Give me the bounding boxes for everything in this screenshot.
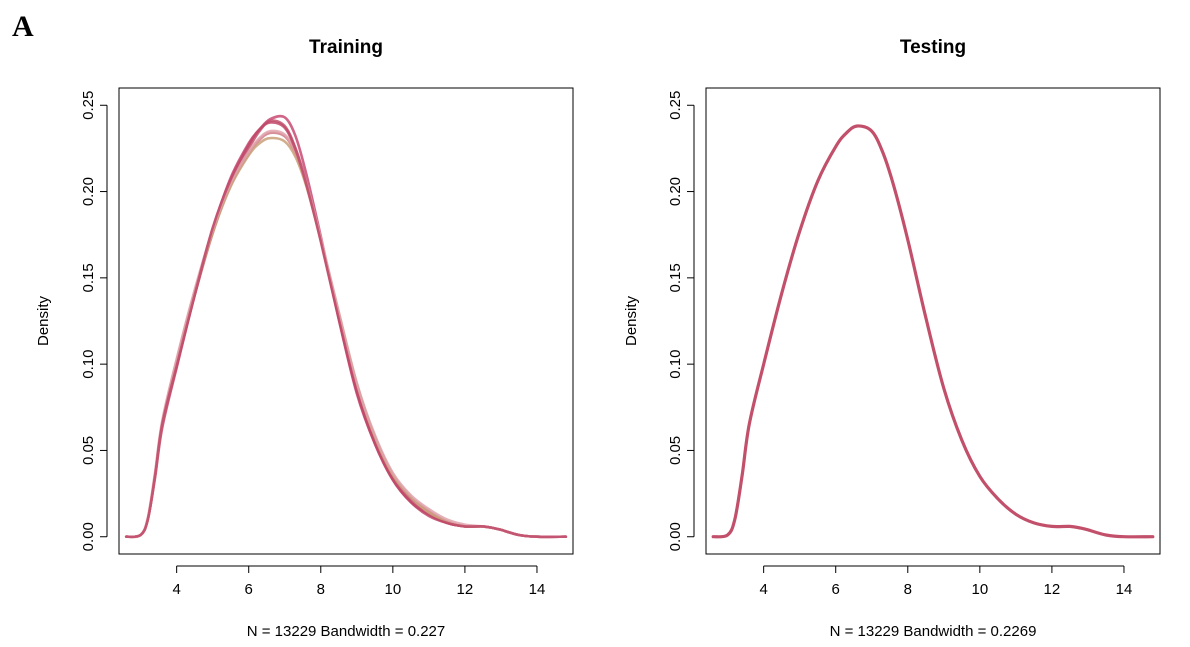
chart-2-x-tick-label: 10 bbox=[971, 581, 988, 598]
chart-2-y-tick-label: 0.15 bbox=[667, 263, 684, 292]
chart-1-plot-frame bbox=[118, 87, 574, 555]
chart-1-density-curve-5 bbox=[124, 129, 568, 539]
chart-1-x-tick-label: 4 bbox=[172, 581, 180, 598]
chart-2-y-tick-label: 0.00 bbox=[667, 522, 684, 551]
chart-2-density-curve-1 bbox=[711, 124, 1155, 539]
chart-1-x-tick-label: 10 bbox=[384, 581, 401, 598]
panel-label: A bbox=[12, 10, 34, 43]
chart-1-density-curve-2 bbox=[124, 114, 568, 539]
chart-1-y-label: Density bbox=[35, 295, 52, 346]
chart-2-x-tick-label: 14 bbox=[1116, 581, 1133, 598]
chart-1-x-tick-label: 6 bbox=[245, 581, 253, 598]
chart-1-x-label: N = 13229 Bandwidth = 0.227 bbox=[247, 623, 446, 640]
chart-2-x-tick-label: 8 bbox=[904, 581, 912, 598]
chart-1-density-curve-3 bbox=[124, 131, 568, 539]
chart-1-y-tick-label: 0.25 bbox=[80, 91, 97, 120]
chart-1-y-tick-label: 0.05 bbox=[80, 436, 97, 465]
chart-2-y-tick-label: 0.05 bbox=[667, 436, 684, 465]
chart-2-title: Testing bbox=[900, 37, 966, 58]
chart-2-x-label: N = 13229 Bandwidth = 0.2269 bbox=[830, 623, 1037, 640]
chart-1-y-tick-label: 0.20 bbox=[80, 177, 97, 206]
chart-1-x-tick-label: 8 bbox=[317, 581, 325, 598]
chart-2-y-label: Density bbox=[623, 295, 640, 346]
chart-1-title: Training bbox=[309, 37, 383, 58]
chart-1-x-tick-label: 12 bbox=[457, 581, 474, 598]
chart-2-x-tick-label: 6 bbox=[832, 581, 840, 598]
chart-2-plot-frame bbox=[705, 87, 1161, 555]
chart-2-y-tick-label: 0.10 bbox=[667, 350, 684, 379]
chart-1-y-tick-label: 0.10 bbox=[80, 350, 97, 379]
chart-1-y-tick-label: 0.00 bbox=[80, 522, 97, 551]
chart-1-y-tick-label: 0.15 bbox=[80, 263, 97, 292]
chart-1-density-curve-6 bbox=[124, 121, 568, 539]
chart-2-y-tick-label: 0.25 bbox=[667, 91, 684, 120]
chart-1-x-tick-label: 14 bbox=[529, 581, 546, 598]
chart-2-y-tick-label: 0.20 bbox=[667, 177, 684, 206]
chart-1-density-curve-1 bbox=[124, 119, 568, 539]
chart-2-x-tick-label: 4 bbox=[759, 581, 767, 598]
chart-2-x-tick-label: 12 bbox=[1044, 581, 1061, 598]
